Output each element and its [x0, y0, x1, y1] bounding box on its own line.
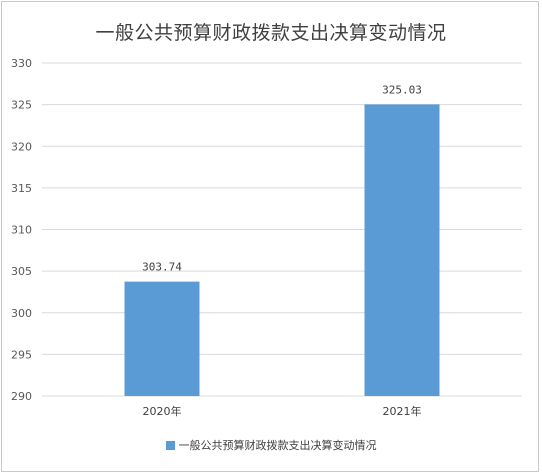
y-tick-label: 330 — [11, 57, 32, 70]
bar — [364, 104, 440, 397]
y-tick-label: 325 — [11, 99, 32, 112]
data-label: 325.03 — [382, 83, 422, 96]
legend-swatch — [165, 441, 175, 450]
y-tick-label: 300 — [11, 307, 32, 320]
y-tick-label: 315 — [11, 182, 32, 195]
bar — [124, 281, 200, 396]
y-tick-label: 310 — [11, 224, 32, 237]
y-tick-label: 320 — [11, 140, 32, 153]
x-tick-label: 2020年 — [143, 404, 182, 418]
legend: 一般公共预算财政拨款支出决算变动情况 — [0, 437, 542, 453]
y-tick-label: 290 — [11, 390, 32, 403]
y-tick-label: 305 — [11, 265, 32, 278]
data-label: 303.74 — [142, 261, 182, 274]
chart-title: 一般公共预算财政拨款支出决算变动情况 — [95, 22, 447, 44]
y-tick-label: 295 — [11, 348, 32, 361]
legend-label: 一般公共预算财政拨款支出决算变动情况 — [178, 439, 377, 452]
x-tick-label: 2021年 — [383, 404, 422, 418]
